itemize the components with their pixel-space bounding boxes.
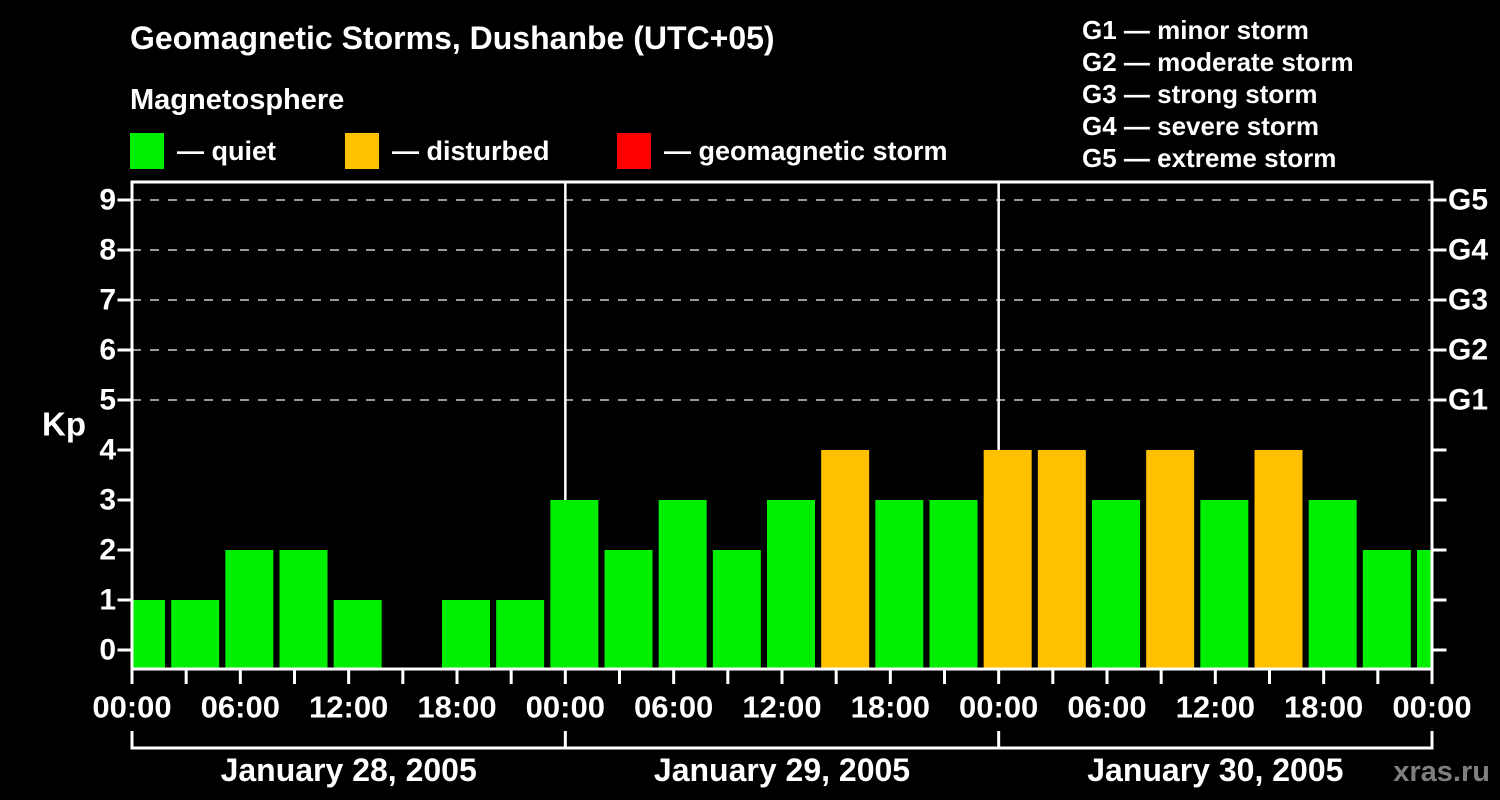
kp-bar-hour-66: [1308, 500, 1357, 669]
time-tick-label: 12:00: [742, 690, 821, 725]
legend-item-quiet: — quiet: [130, 133, 276, 169]
kp-bar-hour-39: [821, 450, 870, 669]
g-level-gridlines: [132, 199, 1432, 401]
storm-scale-line-g2: G2 — moderate storm: [1082, 47, 1354, 77]
time-tick-labels: 00:00 06:00 12:00 18:00 00:00 06:00 12:00 18:00…: [92, 690, 1471, 725]
storm-color-swatch: [617, 133, 651, 169]
kp-bar-hour-51: [1037, 450, 1086, 669]
kp-tick-label-2: 2: [99, 534, 116, 567]
time-tick-label: 06:00: [634, 690, 713, 725]
quiet-color-swatch: [130, 133, 164, 169]
kp-bar-hour-12: [333, 600, 382, 669]
kp-bar-hour-24: [550, 500, 599, 669]
time-tick-label: 18:00: [851, 690, 930, 725]
g-axis-label-g4: G4: [1448, 234, 1488, 267]
kp-bar-hour-57: [1146, 450, 1195, 669]
chart-subtitle: Magnetosphere: [130, 84, 345, 116]
kp-bar-hour-18: [442, 600, 490, 669]
time-tick-label: 06:00: [1067, 690, 1146, 725]
time-tick-label: 00:00: [92, 690, 171, 725]
kp-bar-hour-30: [658, 500, 707, 669]
kp-bar-hour-54: [1092, 500, 1140, 669]
date-bracket: [130, 731, 1434, 750]
kp-bar-hour-72: [1417, 550, 1432, 669]
time-tick-label: 06:00: [201, 690, 280, 725]
legend-label-geomagnetic-storm: — geomagnetic storm: [664, 136, 948, 166]
time-tick-label: 12:00: [309, 690, 388, 725]
kp-bars: [132, 450, 1432, 669]
g-axis-labels: G1 G2 G3 G4 G5: [1448, 184, 1488, 417]
page-title: Geomagnetic Storms, Dushanbe (UTC+05): [130, 20, 775, 56]
time-tick-label: 00:00: [526, 690, 605, 725]
storm-scale-legend: G1 — minor storm G2 — moderate storm G3 …: [1082, 14, 1354, 174]
date-label-1: January 29, 2005: [654, 752, 910, 788]
g-axis-label-g1: G1: [1448, 384, 1488, 417]
kp-bar-hour-63: [1254, 450, 1303, 669]
kp-bar-hour-27: [604, 550, 653, 669]
time-tick-label: 00:00: [1392, 690, 1471, 725]
g-axis-label-g2: G2: [1448, 334, 1488, 367]
kp-tick-label-0: 0: [99, 634, 116, 667]
legend-item-geomagnetic-storm: — geomagnetic storm: [617, 133, 948, 169]
kp-bar-hour-33: [712, 550, 761, 669]
storm-scale-line-g4: G4 — severe storm: [1082, 111, 1320, 141]
kp-tick-label-5: 5: [99, 384, 116, 417]
kp-bar-hour-3: [171, 600, 220, 669]
plot-border: [130, 180, 1434, 671]
kp-tick-label-4: 4: [99, 434, 116, 467]
kp-tick-label-6: 6: [99, 334, 116, 367]
time-tick-label: 18:00: [1284, 690, 1363, 725]
kp-bar-hour-42: [875, 500, 924, 669]
date-label-2: January 30, 2005: [1087, 752, 1343, 788]
kp-bar-hour-6: [225, 550, 274, 669]
storm-scale-line-g5: G5 — extreme storm: [1082, 143, 1337, 173]
kp-tick-label-7: 7: [99, 284, 116, 317]
legend-label-quiet: — quiet: [177, 136, 276, 166]
kp-bar-hour-9: [279, 550, 328, 669]
storm-scale-line-g1: G1 — minor storm: [1082, 15, 1309, 45]
watermark: xras.ru: [1393, 756, 1490, 788]
kp-bar-hour-21: [496, 600, 545, 669]
kp-tick-label-9: 9: [99, 184, 116, 217]
time-tick-label: 12:00: [1176, 690, 1255, 725]
kp-tick-label-8: 8: [99, 234, 116, 267]
date-label-0: January 28, 2005: [221, 752, 477, 788]
storm-scale-line-g3: G3 — strong storm: [1082, 79, 1318, 109]
kp-bar-hour-0: [132, 600, 165, 669]
axis-ticks: [117, 198, 1447, 684]
kp-bar-hour-69: [1362, 550, 1411, 669]
kp-tick-label-1: 1: [99, 584, 116, 617]
kp-axis-labels: 0 1 2 3 4 5 6 7 8 9: [99, 184, 116, 667]
kp-bar-hour-48: [983, 450, 1032, 669]
disturbed-color-swatch: [345, 133, 379, 169]
date-labels: January 28, 2005 January 29, 2005 January …: [221, 752, 1344, 788]
time-tick-label: 00:00: [959, 690, 1038, 725]
kp-bar-hour-45: [929, 500, 978, 669]
kp-tick-label-3: 3: [99, 484, 116, 517]
kp-bar-hour-60: [1200, 500, 1249, 669]
g-axis-label-g5: G5: [1448, 184, 1488, 217]
y-axis-title: Kp: [42, 406, 86, 443]
legend-label-disturbed: — disturbed: [392, 136, 550, 166]
kp-bar-hour-36: [767, 500, 815, 669]
legend-item-disturbed: — disturbed: [345, 133, 550, 169]
g-axis-label-g3: G3: [1448, 284, 1488, 317]
time-tick-label: 18:00: [417, 690, 496, 725]
